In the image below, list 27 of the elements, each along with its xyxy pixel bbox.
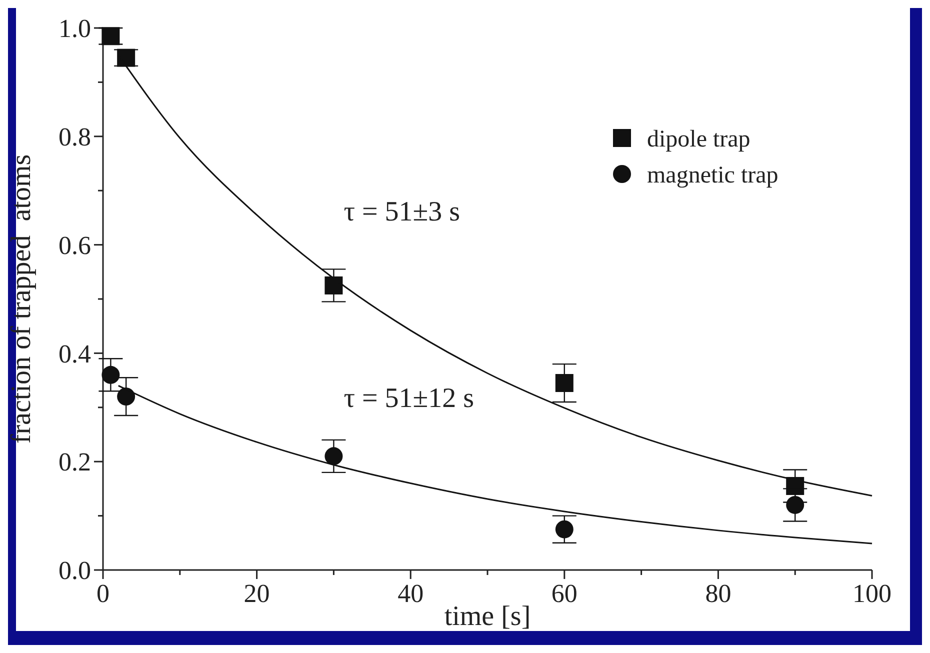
annotation: τ = 51±3 s [344,196,460,228]
y-tick-label: 0.0 [58,556,91,586]
legend-label: magnetic trap [647,162,778,188]
y-axis-title: fraction of trapped atoms [6,154,37,444]
point [117,388,136,406]
point [324,276,343,294]
x-tick-label: 40 [398,579,424,608]
x-tick-label: 80 [705,579,732,608]
x-tick-label: 20 [244,579,270,608]
y-tick-label: 1.0 [58,14,91,44]
annotation: τ = 51±12 s [344,382,474,414]
x-tick-label: 0 [96,579,110,608]
point [117,48,136,67]
legend-label: dipole trap [647,126,750,152]
point [102,366,120,384]
y-tick-label: 0.2 [58,448,91,477]
point [555,520,574,538]
point [102,27,120,46]
x-tick-label: 60 [551,579,578,608]
point [324,447,343,466]
x-tick-label: 100 [852,579,892,608]
point [555,374,574,392]
y-tick-label: 0.4 [58,339,91,368]
y-tick-label: 0.8 [58,122,91,152]
point [786,496,804,514]
x-axis-title: time [s] [444,601,531,632]
y-tick-label: 0.6 [58,230,91,260]
